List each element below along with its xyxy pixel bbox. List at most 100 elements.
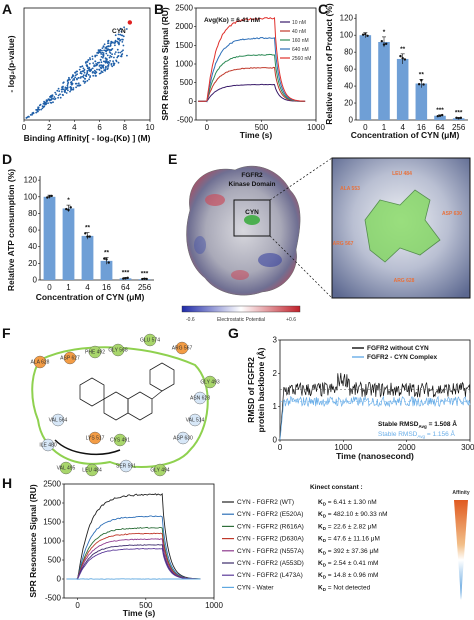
scatter-point: [41, 107, 44, 110]
scatter-point: [88, 78, 90, 81]
binding-site-box: [233, 199, 271, 237]
replicate-point: [438, 114, 442, 117]
scatter-point: [108, 51, 111, 53]
surface-patch-blue: [258, 253, 282, 267]
scatter-point: [66, 86, 69, 89]
scatter-point: [50, 98, 53, 101]
h-spr-line: [66, 578, 201, 580]
scatter-point: [57, 87, 60, 90]
h-xtick-label: 500: [139, 601, 153, 610]
scatter-point: [70, 76, 73, 79]
scatter-point: [117, 61, 120, 64]
bar-ytick-label: 120: [24, 176, 38, 185]
kd-subscript: D: [323, 563, 327, 568]
panel-e-residue-labels: LEU 484 ALA 553 ASP 630 ARG 567 ARG 628: [333, 171, 463, 284]
panel-d-bar: 0 20 40 60 80 100 120 0 * 1 ** 4 ** 16 *** 64 *** 256 Con…: [6, 169, 154, 302]
significance-mark: **: [419, 71, 425, 78]
b-ytick-label: 2500: [175, 4, 193, 13]
panel-g-y-title-2: protein backbone (Å): [256, 347, 266, 432]
bar-xtick-label: 256: [138, 283, 152, 292]
colorbar: [181, 305, 301, 313]
h-legend-name: CYN - FGFR2 (R616A): [237, 523, 304, 530]
rmsd-blue-label: Stable RMSD: [378, 431, 418, 438]
replicate-point: [88, 235, 91, 238]
scatter-point: [40, 108, 42, 111]
scatter-point: [98, 61, 101, 64]
scatter-point: [66, 84, 69, 87]
colorbar-min: -0.6: [186, 317, 195, 323]
rmsd-blue-sub: Avg: [417, 434, 425, 439]
scatter-point: [82, 74, 85, 77]
residue-node: [175, 341, 189, 355]
scatter-point: [74, 82, 77, 85]
residue-node: [59, 461, 73, 475]
residue-node-label: LEU 484: [82, 468, 102, 474]
replicate-point: [69, 206, 72, 209]
panel-b-ticks: -500 0 500 1000 1500 2000 2500 0 500 1000: [175, 4, 325, 133]
bar-1: [62, 208, 75, 280]
replicate-point: [122, 277, 125, 280]
scatter-point: [107, 39, 110, 42]
scatter-point: [93, 65, 95, 68]
kd-symbol: K: [318, 536, 323, 543]
replicate-point: [422, 83, 425, 86]
panel-h-frame: [63, 483, 215, 599]
h-ytick-label: 1500: [43, 518, 61, 527]
scatter-point: [100, 67, 103, 70]
residue-node: [203, 375, 217, 389]
panel-e-header-1: FGFR2: [241, 172, 263, 179]
panel-letter-b: B: [154, 1, 164, 17]
scatter-point: [89, 57, 91, 59]
scatter-point: [115, 59, 117, 62]
scatter-point: [69, 90, 71, 93]
scatter-point: [106, 49, 109, 52]
scatter-point: [94, 55, 97, 58]
scatter-point: [121, 38, 123, 41]
bar-xtick-label: 256: [452, 123, 466, 132]
scatter-point: [73, 79, 76, 81]
scatter-point: [110, 48, 113, 51]
scatter-point: [83, 69, 85, 72]
bar-xtick-label: 0: [363, 123, 368, 132]
scatter-point: [83, 77, 86, 80]
scatter-point: [83, 71, 86, 74]
scatter-point: [107, 61, 109, 64]
residue-label: ARG 628: [394, 278, 415, 284]
residue-node-label: ASP 630: [173, 436, 193, 442]
scatter-point: [121, 53, 124, 55]
scatter-point: [104, 60, 107, 63]
scatter-point: [70, 81, 72, 84]
kd-symbol: K: [318, 572, 323, 579]
scatter-point: [117, 42, 120, 45]
scatter-point: [114, 34, 117, 37]
cyn-ligand-small: [244, 215, 260, 225]
h-ytick-label: 2500: [43, 480, 61, 489]
ring-c: [127, 391, 153, 421]
panel-a-x-title: Binding Affinity[ - log₂(Kᴅ) ] (M): [24, 133, 151, 143]
replicate-point: [364, 32, 367, 36]
scatter-point: [72, 88, 75, 91]
scatter-point: [89, 69, 92, 71]
scatter-point: [98, 72, 101, 75]
bar-xtick-label: 16: [102, 283, 111, 292]
scatter-point: [50, 94, 52, 97]
bar-64: [434, 115, 446, 120]
kd-value: = Not detected: [326, 584, 371, 591]
scatter-point: [79, 84, 82, 87]
scatter-point: [102, 53, 104, 56]
panel-g-rmsd-blue: Stable RMSDAvg = 1.156 Å: [378, 429, 456, 439]
h-legend-kd: KD = 14.8 ± 0.96 mM: [318, 572, 378, 580]
significance-mark: **: [400, 46, 406, 53]
scatter-point: [121, 41, 124, 43]
g-legend-label: FGFR2 without CYN: [367, 345, 429, 352]
scatter-point: [109, 55, 112, 57]
scatter-point: [89, 76, 91, 78]
scatter-point: [72, 87, 75, 89]
bar-ytick-label: 80: [344, 48, 353, 57]
scatter-point: [91, 71, 94, 74]
residue-node: [41, 438, 55, 452]
scatter-point: [123, 26, 125, 29]
scatter-point: [122, 35, 125, 38]
panel-h-ticks: -500 0 500 1000 1500 2000 2500 0 500 1000: [43, 480, 223, 611]
scatter-point: [31, 112, 34, 115]
